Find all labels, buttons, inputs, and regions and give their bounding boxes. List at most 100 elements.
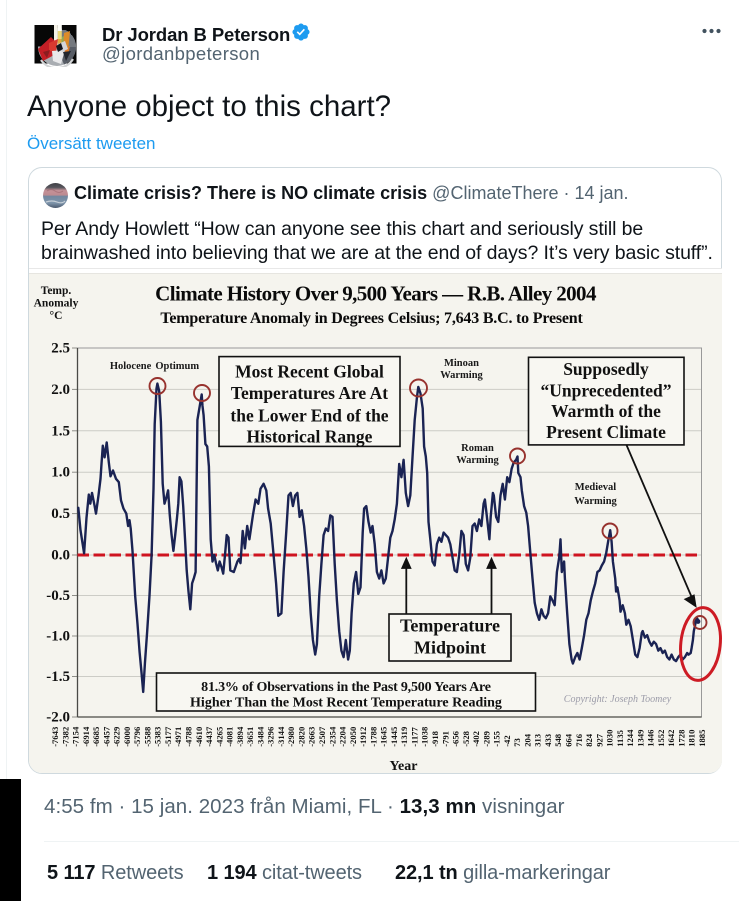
svg-text:204: 204 [522, 733, 532, 747]
svg-text:-5796: -5796 [132, 726, 142, 747]
svg-text:-1038: -1038 [419, 726, 429, 747]
svg-text:548: 548 [553, 733, 563, 747]
svg-text:-2663: -2663 [306, 727, 316, 747]
svg-text:-1445: -1445 [388, 727, 398, 747]
svg-text:1446: 1446 [645, 729, 655, 747]
svg-text:433: 433 [543, 734, 553, 747]
svg-text:-791: -791 [440, 731, 450, 747]
svg-text:-6914: -6914 [80, 726, 90, 747]
svg-text:Temperatures Are At: Temperatures Are At [230, 383, 387, 403]
svg-text:-2980: -2980 [286, 727, 296, 747]
svg-text:-6457: -6457 [101, 726, 111, 747]
svg-text:-6685: -6685 [91, 727, 101, 747]
svg-text:1810: 1810 [686, 730, 696, 747]
svg-text:-402: -402 [471, 731, 481, 747]
svg-text:Anomaly: Anomaly [33, 298, 78, 310]
svg-text:-4610: -4610 [193, 727, 203, 747]
svg-text:-6000: -6000 [121, 727, 131, 747]
svg-text:Warming: Warming [440, 370, 483, 381]
svg-text:-5383: -5383 [152, 727, 162, 747]
svg-text:1349: 1349 [635, 730, 645, 747]
svg-text:664: 664 [563, 733, 573, 747]
svg-text:-2354: -2354 [327, 726, 337, 747]
svg-text:Copyright: Joseph Toomey: Copyright: Joseph Toomey [563, 694, 671, 705]
svg-text:the Lower End of the: the Lower End of the [230, 406, 388, 426]
svg-text:-4081: -4081 [224, 727, 234, 747]
svg-text:-918: -918 [430, 730, 440, 746]
svg-text:-3651: -3651 [245, 727, 255, 747]
svg-text:Warming: Warming [456, 455, 499, 466]
svg-text:Medieval: Medieval [574, 482, 615, 493]
svg-text:-2204: -2204 [337, 726, 347, 747]
svg-text:Historical Range: Historical Range [246, 426, 372, 446]
svg-text:-2050: -2050 [347, 727, 357, 747]
svg-text:-4788: -4788 [183, 726, 193, 747]
svg-text:Warming: Warming [574, 496, 617, 507]
svg-text:2.5: 2.5 [51, 341, 70, 357]
svg-text:-6229: -6229 [111, 727, 121, 747]
svg-text:927: 927 [594, 733, 604, 747]
svg-text:-3296: -3296 [265, 726, 275, 747]
svg-text:-4437: -4437 [204, 726, 214, 747]
svg-text:Climate History Over 9,500 Yea: Climate History Over 9,500 Years — R.B. … [155, 282, 597, 306]
svg-text:-1177: -1177 [409, 727, 419, 747]
svg-text:-1645: -1645 [378, 727, 388, 747]
svg-text:1885: 1885 [697, 730, 707, 747]
svg-text:Minoan: Minoan [443, 358, 478, 369]
svg-text:824: 824 [584, 733, 594, 747]
svg-text:Midpoint: Midpoint [413, 637, 485, 657]
svg-text:-5177: -5177 [163, 726, 173, 747]
svg-text:-2507: -2507 [317, 726, 327, 747]
svg-text:0.5: 0.5 [51, 506, 70, 522]
svg-text:1728: 1728 [676, 729, 686, 747]
svg-text:81.3% of Observations in the P: 81.3% of Observations in the Past 9,500 … [201, 680, 491, 695]
svg-text:1244: 1244 [625, 729, 635, 747]
svg-text:-1.0: -1.0 [46, 629, 70, 645]
svg-text:73: 73 [512, 738, 522, 747]
svg-text:-2820: -2820 [296, 727, 306, 747]
svg-text:1642: 1642 [666, 730, 676, 747]
svg-text:-289: -289 [481, 731, 491, 747]
svg-text:Year: Year [389, 759, 417, 773]
svg-text:-7382: -7382 [60, 727, 70, 747]
svg-text:1030: 1030 [604, 730, 614, 747]
svg-text:Roman: Roman [461, 443, 494, 454]
svg-text:-42: -42 [501, 735, 511, 746]
svg-text:-5588: -5588 [142, 726, 152, 747]
svg-text:-528: -528 [460, 730, 470, 746]
svg-text:-3484: -3484 [255, 726, 265, 747]
svg-text:-4971: -4971 [173, 727, 183, 747]
svg-text:0.0: 0.0 [51, 548, 70, 564]
svg-text:-1.5: -1.5 [46, 669, 70, 685]
svg-text:1.5: 1.5 [51, 423, 70, 439]
svg-text:313: 313 [532, 734, 542, 747]
svg-text:-1912: -1912 [358, 727, 368, 747]
svg-text:Present Climate: Present Climate [546, 422, 666, 442]
svg-text:-7643: -7643 [50, 727, 60, 747]
svg-text:-1788: -1788 [368, 726, 378, 747]
svg-text:-2.0: -2.0 [46, 710, 70, 726]
svg-text:Holocene Optimum: Holocene Optimum [109, 361, 199, 372]
svg-text:-3894: -3894 [234, 726, 244, 747]
svg-text:-0.5: -0.5 [46, 588, 70, 604]
svg-text:-7154: -7154 [70, 726, 80, 747]
svg-text:716: 716 [573, 733, 583, 747]
svg-text:Temp.: Temp. [40, 285, 71, 297]
svg-text:“Unprecedented”: “Unprecedented” [540, 380, 671, 400]
svg-text:Warmth of the: Warmth of the [551, 401, 661, 421]
svg-text:-656: -656 [450, 730, 460, 746]
svg-text:2.0: 2.0 [51, 382, 70, 398]
svg-text:Temperature: Temperature [400, 616, 500, 636]
svg-text:-3144: -3144 [275, 726, 285, 747]
svg-text:-4265: -4265 [214, 727, 224, 747]
svg-text:Temperature Anomaly in Degrees: Temperature Anomaly in Degrees Celsius; … [160, 310, 583, 327]
svg-text:°C: °C [49, 310, 62, 322]
svg-text:1.0: 1.0 [51, 465, 70, 481]
svg-text:1135: 1135 [614, 730, 624, 747]
svg-text:-1319: -1319 [399, 727, 409, 747]
svg-text:-155: -155 [491, 731, 501, 747]
svg-text:Most Recent Global: Most Recent Global [235, 361, 384, 381]
svg-text:Supposedly: Supposedly [563, 359, 649, 379]
svg-text:Higher Than the Most Recent Te: Higher Than the Most Recent Temperature … [190, 696, 502, 711]
svg-text:1552: 1552 [655, 730, 665, 747]
